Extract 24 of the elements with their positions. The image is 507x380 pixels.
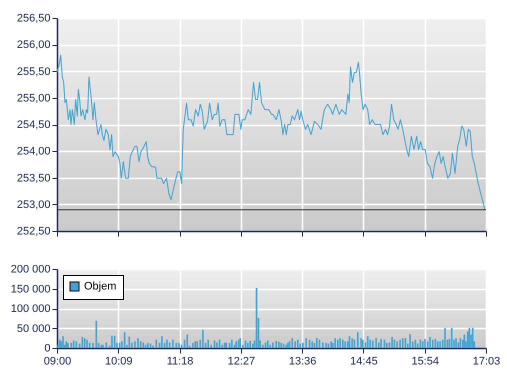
- x-tick-label: 15:54: [411, 356, 439, 368]
- y-tick-label: 100 000: [10, 303, 50, 315]
- x-tick-label: 11:18: [166, 356, 194, 368]
- y-tick-label: 253,50: [16, 172, 50, 184]
- y-tick-label: 0: [44, 342, 50, 354]
- x-tick-label: 13:36: [288, 356, 316, 368]
- y-tick-label: 254,00: [16, 146, 50, 158]
- y-tick-label: 255,00: [16, 92, 50, 104]
- y-tick-label: 252,50: [16, 226, 50, 238]
- y-tick-label: 200 000: [10, 264, 50, 276]
- y-tick-label: 253,00: [16, 198, 50, 211]
- y-tick-label: 255,50: [16, 66, 50, 78]
- x-tick-label: 14:45: [350, 356, 378, 368]
- x-tick-label: 12:27: [228, 356, 256, 368]
- legend-label: Objem: [84, 280, 116, 292]
- x-tick-label: 17:03: [472, 356, 500, 368]
- y-tick-label: 256,50: [16, 12, 50, 24]
- y-tick-label: 256,00: [16, 39, 50, 52]
- x-tick-label: 10:09: [105, 356, 133, 368]
- y-tick-label: 254,50: [16, 119, 50, 131]
- y-tick-label: 50 000: [16, 322, 50, 335]
- x-tick-label: 09:00: [44, 356, 72, 368]
- line-series: [56, 54, 486, 210]
- y-tick-label: 150 000: [10, 283, 50, 296]
